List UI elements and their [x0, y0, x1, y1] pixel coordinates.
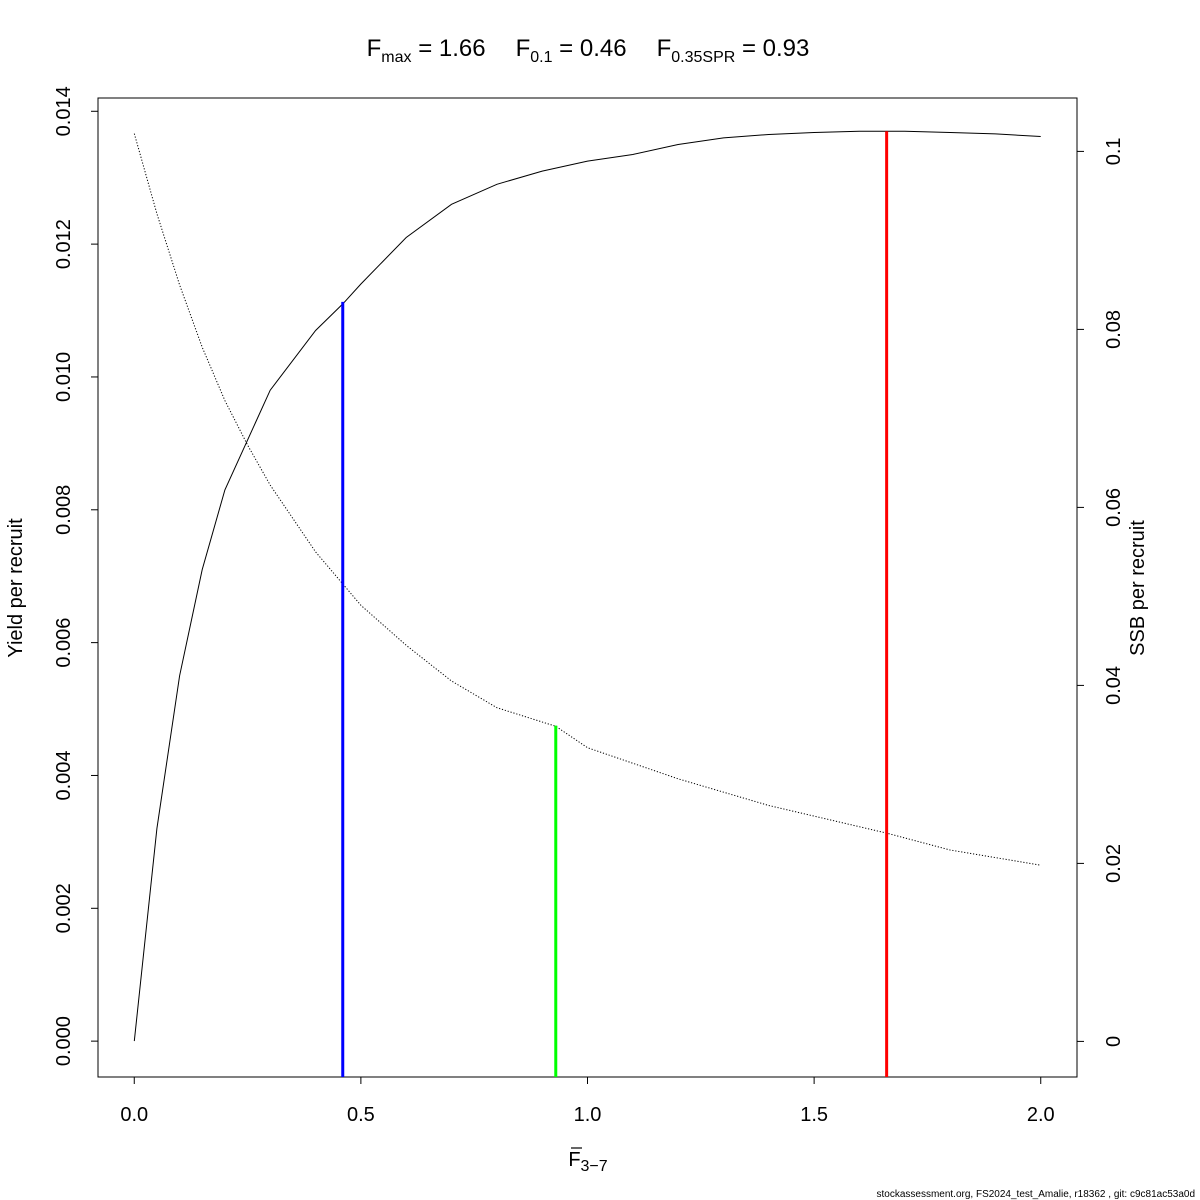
y-left-tick-label: 0.008 — [53, 485, 75, 535]
chart-title-text: Fmax = 1.66 F0.1 = 0.46 F0.35SPR = 0.93 — [367, 35, 810, 66]
title-value: = 0.46 — [553, 35, 627, 62]
y-left-tick-label: 0.012 — [53, 219, 75, 269]
x-tick-label: 0.5 — [347, 1104, 375, 1126]
y-left-tick-label: 0.002 — [53, 883, 75, 933]
x-tick-label: 1.0 — [574, 1104, 602, 1126]
x-axis-label: F3−7 — [568, 1147, 608, 1175]
x-tick-label: 1.5 — [800, 1104, 828, 1126]
y-axis-right-label: SSB per recruit — [1127, 520, 1149, 656]
footer-note: stockassessment.org, FS2024_test_Amalie,… — [876, 1189, 1195, 1200]
x-axis: 0.0 0.5 1.0 1.5 2.0 — [120, 1077, 1055, 1126]
y-axis-left: 0.000 0.002 0.004 0.006 0.008 0.010 0.012 0.014 — [53, 86, 98, 1066]
x-label-subscript: 3−7 — [581, 1158, 608, 1175]
y-right-tick-label: 0.06 — [1103, 488, 1125, 527]
chart-title: Fmax = 1.66 F0.1 = 0.46 F0.35SPR = 0.93 — [367, 35, 810, 66]
y-left-tick-label: 0.014 — [53, 86, 75, 136]
y-axis-left-label: Yield per recruit — [5, 518, 27, 658]
y-left-tick-label: 0.004 — [53, 750, 75, 800]
x-label-symbol: F — [568, 1149, 580, 1171]
y-right-tick-label: 0.04 — [1103, 666, 1125, 705]
y-right-tick-label: 0.02 — [1103, 844, 1125, 883]
title-symbol: F — [367, 35, 382, 62]
y-left-tick-label: 0.000 — [53, 1016, 75, 1066]
y-left-tick-label: 0.006 — [53, 618, 75, 668]
y-axis-right: 0 0.02 0.04 0.06 0.08 0.1 — [1077, 137, 1125, 1047]
title-symbol: F — [516, 35, 531, 62]
y-right-tick-label: 0 — [1103, 1036, 1125, 1047]
title-value: = 1.66 — [412, 35, 486, 62]
title-subscript: 0.1 — [530, 49, 552, 66]
series-group — [133, 130, 1041, 1042]
y-right-tick-label: 0.08 — [1103, 310, 1125, 349]
title-subscript: 0.35SPR — [671, 49, 735, 66]
y-left-tick-label: 0.010 — [53, 352, 75, 402]
plot-frame — [97, 97, 1078, 1078]
x-tick-label: 2.0 — [1027, 1104, 1055, 1126]
title-subscript: max — [381, 49, 411, 66]
reference-lines — [341, 131, 889, 1077]
y-right-tick-label: 0.1 — [1103, 137, 1125, 165]
title-value: = 0.93 — [735, 35, 809, 62]
x-tick-label: 0.0 — [120, 1104, 148, 1126]
series-line-2 — [133, 133, 1041, 866]
series-line-1 — [133, 130, 1041, 1042]
x-axis-label-text: F3−7 — [568, 1149, 607, 1175]
title-symbol: F — [657, 35, 672, 62]
